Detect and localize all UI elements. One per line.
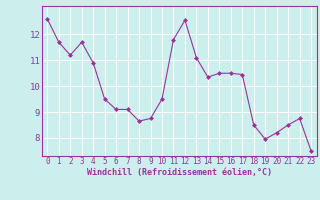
X-axis label: Windchill (Refroidissement éolien,°C): Windchill (Refroidissement éolien,°C) bbox=[87, 168, 272, 177]
